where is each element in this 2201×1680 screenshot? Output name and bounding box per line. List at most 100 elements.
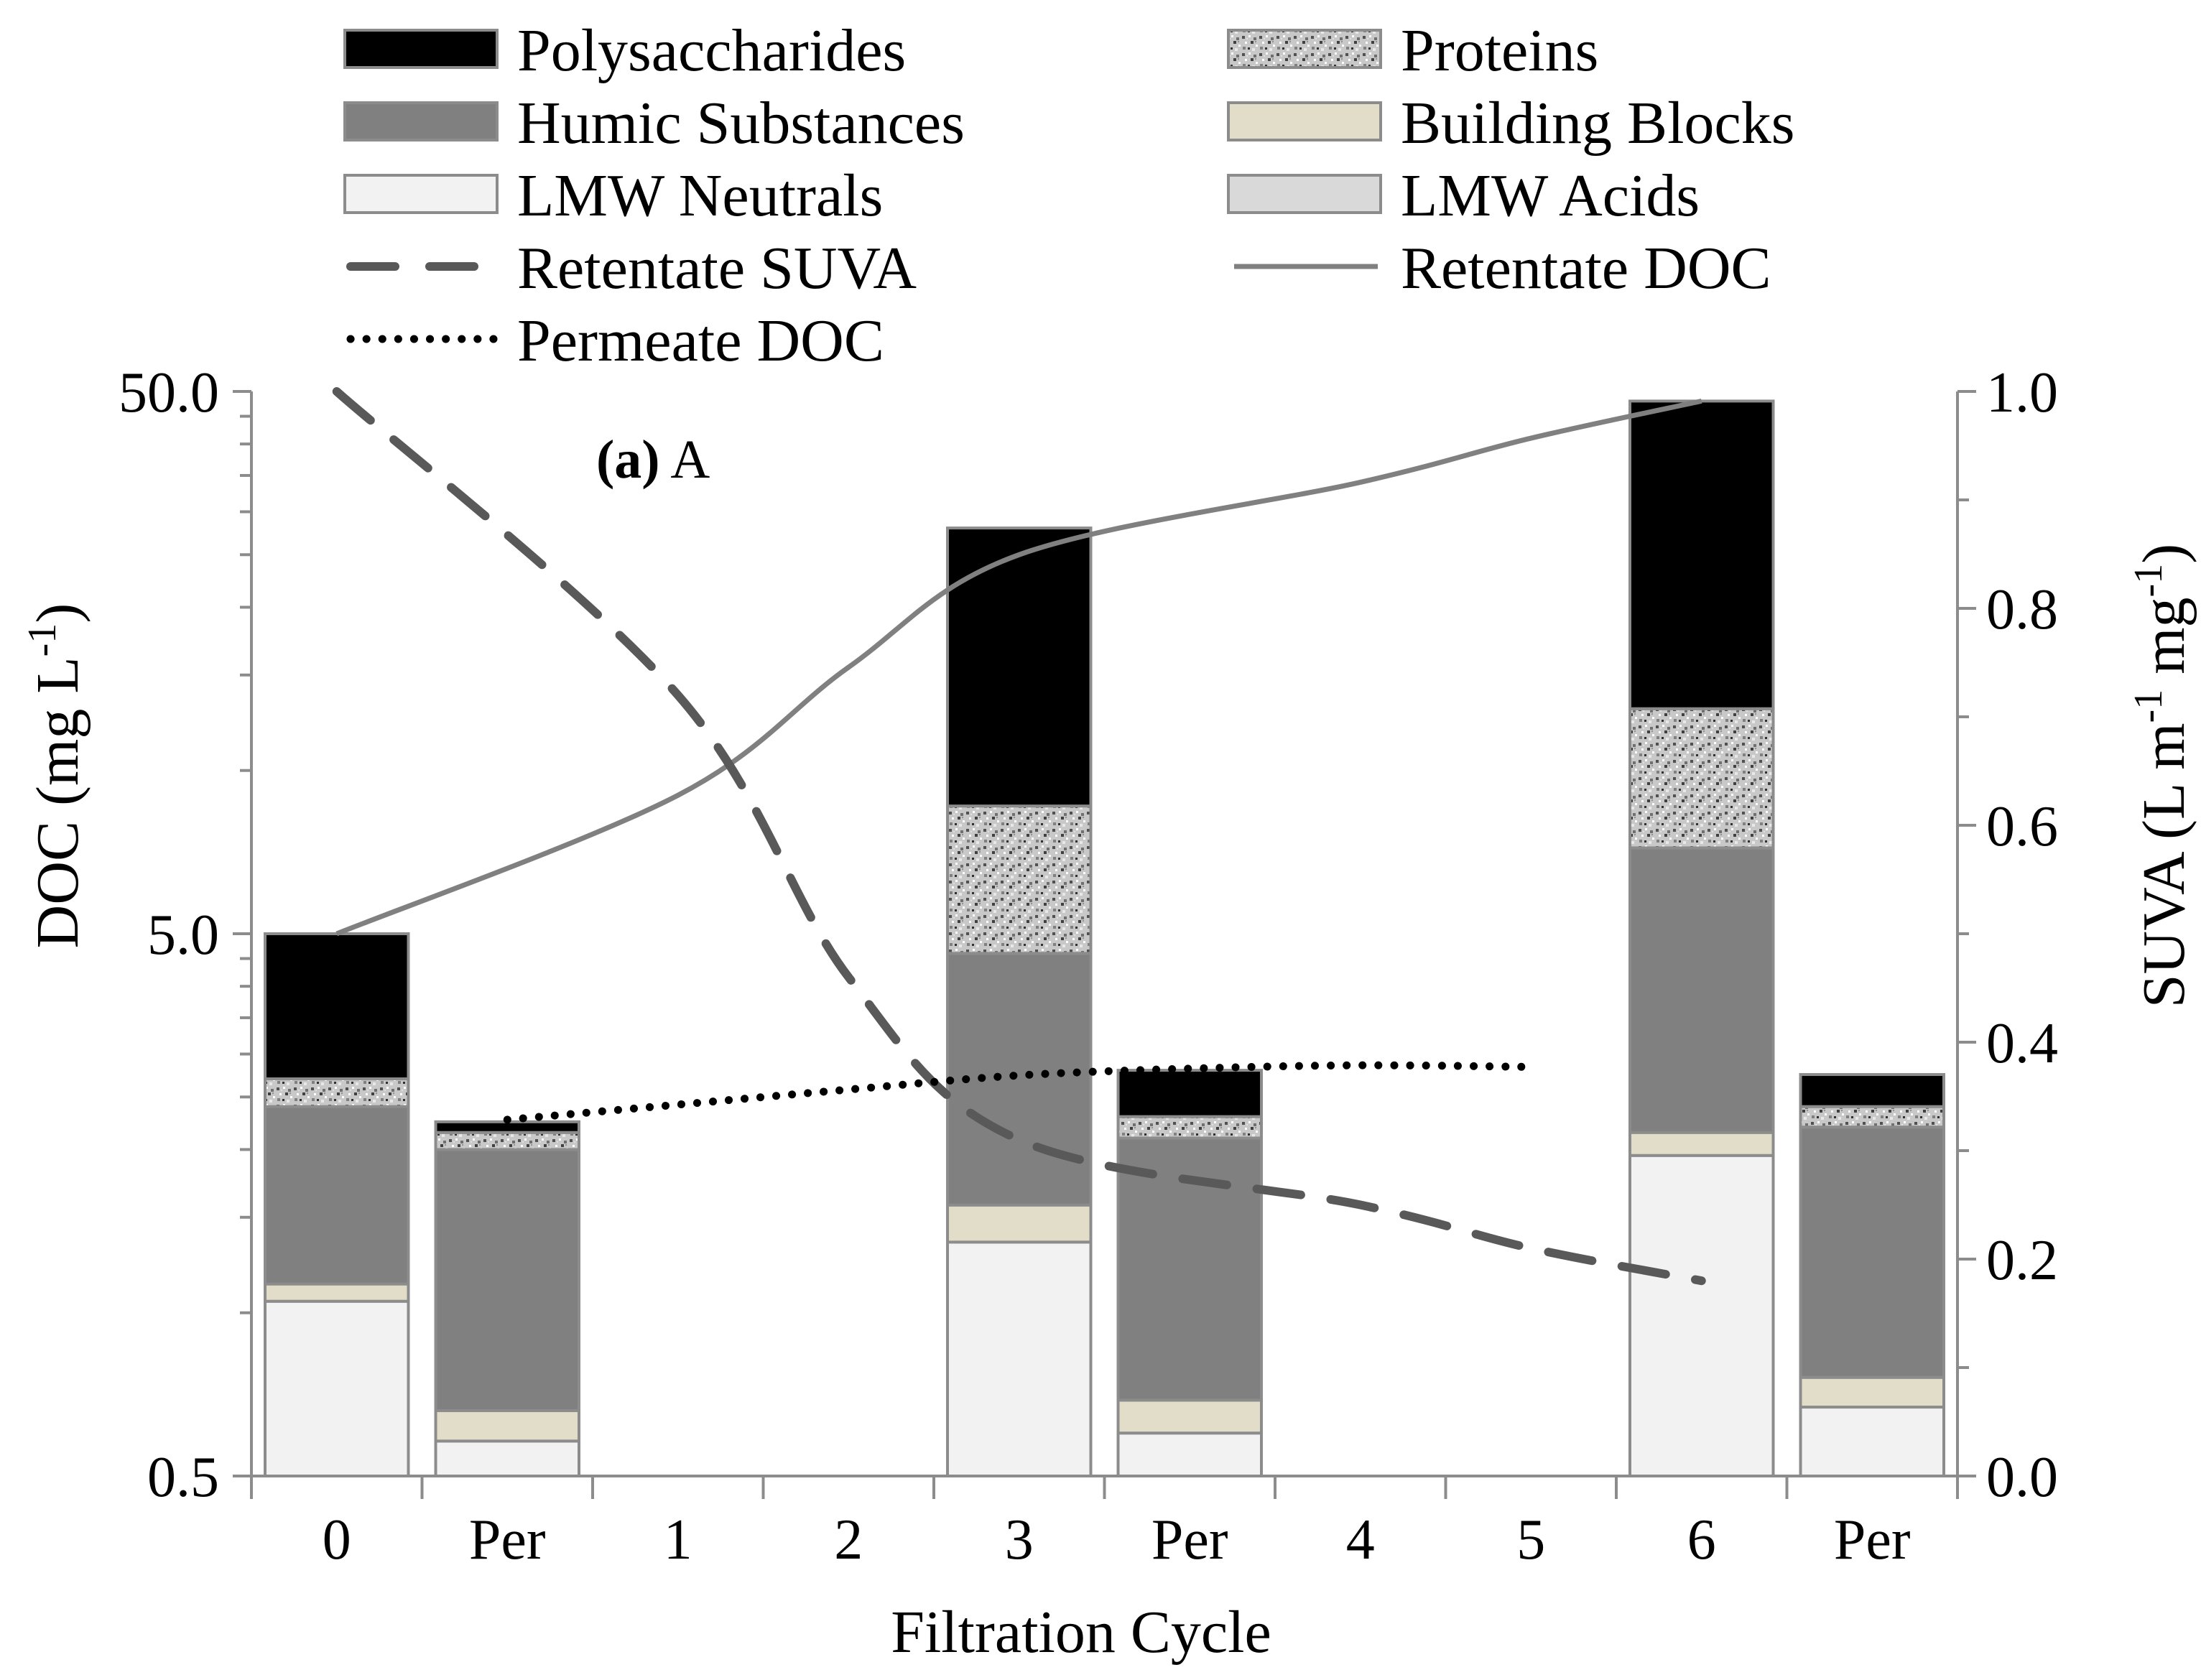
bar-8: [1628, 399, 1775, 1477]
bar-9-polysaccharides: [1799, 1073, 1945, 1108]
legend-swatch: [343, 174, 499, 214]
bar-1: [434, 1120, 580, 1478]
legend-item-proteins: Proteins: [1227, 17, 1598, 84]
plot-area: 0.5 5.0 50.0 0.0 0.2 0.4 0.6 0.8 1.0 0 Per 1 2 3 Per 4 5…: [119, 361, 2058, 1572]
bars: [264, 399, 1945, 1478]
y-right-tick-label: 0.4: [1986, 1012, 2058, 1075]
y-left-title-suffix: ): [24, 603, 91, 623]
legend-label: Retentate DOC: [1401, 235, 1771, 302]
bar-0-proteins: [264, 1077, 410, 1108]
legend-swatch: [343, 29, 499, 69]
x-tick-label: 5: [1516, 1508, 1545, 1572]
x-tick-label: 6: [1687, 1508, 1716, 1572]
legend-label: Proteins: [1401, 17, 1598, 84]
legend-swatch: [1227, 174, 1382, 214]
axes: 0.5 5.0 50.0 0.0 0.2 0.4 0.6 0.8 1.0 0 Per 1 2 3 Per 4 5…: [119, 361, 2058, 1572]
y-axis-right-title: SUVA (L m-1 mg-1): [2126, 544, 2197, 1008]
series-permeate-doc: [503, 1061, 1535, 1124]
x-tick-label: Per: [1152, 1508, 1228, 1572]
x-tick-label: 3: [1005, 1508, 1034, 1572]
x-tick-label: Per: [1834, 1508, 1911, 1572]
y-right-title-sup2: -1: [2126, 564, 2171, 598]
bar-0-polysaccharides: [264, 932, 410, 1081]
bar-8-lmw-neutrals: [1628, 1154, 1775, 1477]
bar-4-proteins: [946, 804, 1093, 955]
legend-label: Humic Substances: [517, 90, 965, 157]
legend-swatch: [1227, 101, 1382, 141]
bar-1-lmw-neutrals: [434, 1439, 580, 1478]
y-right-tick-label: 0.2: [1986, 1229, 2058, 1292]
legend-item-permeate-doc: Permeate DOC: [346, 307, 884, 374]
bar-9: [1799, 1073, 1945, 1478]
bar-0-lmw-neutrals: [264, 1299, 410, 1478]
legend-item-lmw-acids: LMW Acids: [1227, 162, 1700, 229]
bar-9-building-blocks: [1799, 1375, 1945, 1409]
x-tick-label: Per: [469, 1508, 546, 1572]
bar-5-proteins: [1116, 1115, 1263, 1140]
panel-label: (a) A: [596, 430, 710, 490]
bar-4: [946, 526, 1093, 1477]
y-right-title-sup1: -1: [2126, 690, 2171, 723]
legend-label: Retentate SUVA: [517, 235, 917, 302]
bar-8-polysaccharides: [1628, 399, 1775, 710]
legend: Polysaccharides Proteins Humic Substances B…: [343, 17, 1794, 374]
series-retentate-suva: [332, 387, 1706, 1286]
legend-swatch: [343, 101, 499, 141]
legend-item-humic-substances: Humic Substances: [343, 90, 965, 157]
bar-5-polysaccharides: [1116, 1069, 1263, 1118]
bar-1-building-blocks: [434, 1408, 580, 1443]
legend-label: Permeate DOC: [517, 307, 884, 374]
panel-label-text: A: [660, 430, 710, 490]
bar-5-building-blocks: [1116, 1398, 1263, 1435]
y-left-title-sup: -1: [20, 623, 65, 657]
series-retentate-doc: [335, 398, 1702, 937]
bar-9-lmw-neutrals: [1799, 1406, 1945, 1478]
bar-8-building-blocks: [1628, 1131, 1775, 1157]
legend-label: LMW Acids: [1401, 162, 1700, 229]
bar-5-lmw-neutrals: [1116, 1431, 1263, 1477]
y-right-tick-label: 0.6: [1986, 795, 2058, 858]
y-left-tick-label: 50.0: [119, 361, 219, 424]
y-right-tick-label: 1.0: [1986, 361, 2058, 424]
legend-label: Polysaccharides: [517, 17, 906, 84]
y-left-title-prefix: DOC (mg L: [24, 656, 91, 948]
legend-item-retentate-suva: Retentate SUVA: [346, 235, 917, 302]
legend-swatch: [1227, 29, 1382, 69]
x-tick-label: 4: [1346, 1508, 1375, 1572]
x-tick-label: 2: [834, 1508, 863, 1572]
y-right-title-suffix: ): [2131, 544, 2197, 564]
bar-0-humic-substances: [264, 1105, 410, 1286]
bar-0: [264, 932, 410, 1478]
legend-label: Building Blocks: [1401, 90, 1794, 157]
bar-4-building-blocks: [946, 1203, 1093, 1244]
bar-4-humic-substances: [946, 952, 1093, 1207]
y-right-tick-label: 0.0: [1986, 1446, 2058, 1509]
y-right-title-mid: mg: [2131, 597, 2197, 689]
bar-8-humic-substances: [1628, 846, 1775, 1134]
bar-1-proteins: [434, 1131, 580, 1151]
legend-item-retentate-doc: Retentate DOC: [1234, 235, 1771, 302]
y-right-tick-label: 0.8: [1986, 578, 2058, 641]
bar-4-polysaccharides: [946, 526, 1093, 808]
panel-label-bold: (a): [596, 430, 660, 490]
legend-label: LMW Neutrals: [517, 162, 883, 229]
x-axis-title: Filtration Cycle: [891, 1599, 1271, 1666]
bar-0-building-blocks: [264, 1282, 410, 1303]
legend-item-polysaccharides: Polysaccharides: [343, 17, 906, 84]
y-left-tick-label: 0.5: [147, 1446, 219, 1509]
legend-item-lmw-neutrals: LMW Neutrals: [343, 162, 883, 229]
y-axis-left-title: DOC (mg L-1): [20, 603, 91, 949]
bar-1-humic-substances: [434, 1148, 580, 1412]
bar-4-lmw-neutrals: [946, 1240, 1093, 1477]
bar-8-proteins: [1628, 707, 1775, 850]
bar-9-proteins: [1799, 1105, 1945, 1129]
bar-5: [1116, 1069, 1263, 1477]
legend-item-building-blocks: Building Blocks: [1227, 90, 1794, 157]
x-tick-label: 1: [664, 1508, 692, 1572]
bar-9-humic-substances: [1799, 1126, 1945, 1379]
y-right-title-prefix: SUVA (L m: [2131, 723, 2197, 1008]
y-left-tick-label: 5.0: [147, 904, 219, 967]
x-tick-label: 0: [323, 1508, 351, 1572]
series-lines: [332, 387, 1706, 1286]
